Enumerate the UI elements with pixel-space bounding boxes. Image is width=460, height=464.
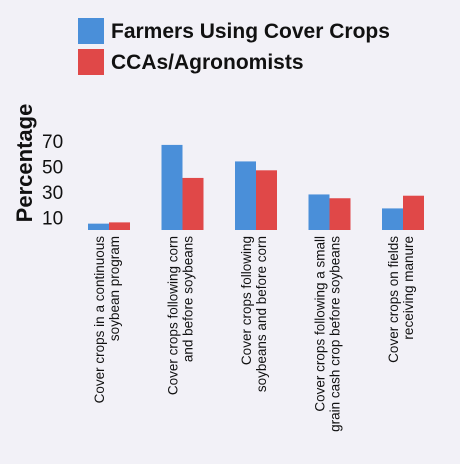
bar-ccas-4 xyxy=(329,198,351,230)
bar-farmers-5 xyxy=(382,208,403,230)
legend-swatch-1 xyxy=(78,18,104,44)
bar-farmers-1 xyxy=(88,223,109,230)
bar-farmers-2 xyxy=(161,144,183,230)
y-axis-label: Percentage xyxy=(12,104,37,223)
bar-ccas-3 xyxy=(256,170,277,230)
bar-farmers-4 xyxy=(308,194,330,230)
y-axis-ticks: 10 30 50 70 xyxy=(42,132,63,229)
bar-farmers-3 xyxy=(235,161,256,230)
legend-label-1: Farmers Using Cover Crops xyxy=(111,20,390,43)
y-tick-label: 10 xyxy=(42,208,63,229)
category-label-2: Cover crops following cornand before soy… xyxy=(166,236,196,395)
bar-ccas-5 xyxy=(403,195,424,230)
category-label-5: Cover crops on fieldsreceiving manure xyxy=(386,236,416,363)
bars xyxy=(88,144,424,230)
category-labels: Cover crops in a continuoussoybean progr… xyxy=(92,236,416,432)
y-tick-label: 30 xyxy=(42,183,63,204)
category-label-4: Cover crops following a smallgrain cash … xyxy=(313,236,343,432)
y-tick-label: 70 xyxy=(42,132,63,153)
bar-ccas-1 xyxy=(109,222,130,230)
y-tick-label: 50 xyxy=(42,158,63,179)
bar-ccas-2 xyxy=(182,177,204,230)
category-label-1: Cover crops in a continuoussoybean progr… xyxy=(92,236,122,404)
legend: Farmers Using Cover Crops CCAs/Agronomist… xyxy=(78,18,390,75)
legend-label-2: CCAs/Agronomists xyxy=(111,51,304,74)
category-label-3: Cover crops followingsoybeans and before… xyxy=(239,236,269,392)
legend-swatch-2 xyxy=(78,49,104,75)
